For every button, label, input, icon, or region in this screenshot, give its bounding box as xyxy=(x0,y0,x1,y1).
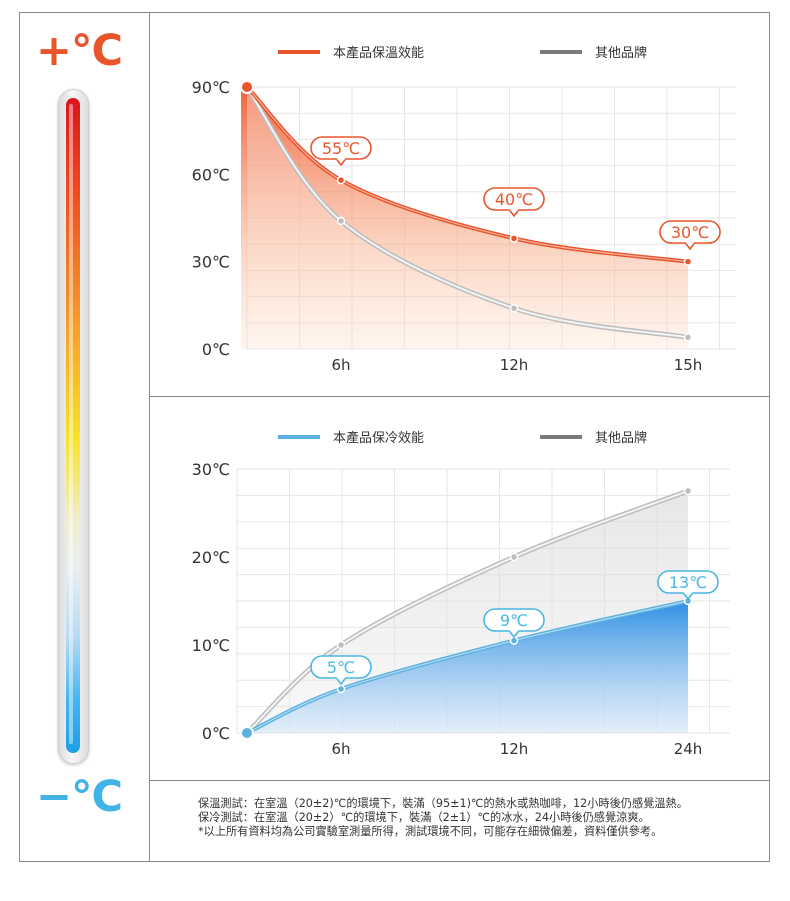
thermometer-gradient xyxy=(66,98,80,753)
note-cold-test: 保冷測試：在室溫（20±2）℃的環境下，裝滿（2±1）℃的冰水，24小時後仍感覺… xyxy=(198,811,650,824)
hot-label: +°C xyxy=(36,26,123,76)
notes-divider xyxy=(150,780,770,781)
panel-divider xyxy=(150,396,770,397)
thermometer-gloss xyxy=(69,104,73,744)
test-notes: 保溫測試：在室溫（20±2)℃的環境下，裝滿（95±1)℃的熱水或熱咖啡，12小… xyxy=(198,797,768,839)
note-disclaimer: *以上所有資料均為公司實驗室測量所得，測試環境不同，可能存在細微偏差，資料僅供參… xyxy=(198,825,663,838)
thermometer-column xyxy=(19,12,150,862)
cold-label: −°C xyxy=(36,772,123,822)
note-hot-test: 保溫測試：在室溫（20±2)℃的環境下，裝滿（95±1)℃的熱水或熱咖啡，12小… xyxy=(198,797,688,810)
